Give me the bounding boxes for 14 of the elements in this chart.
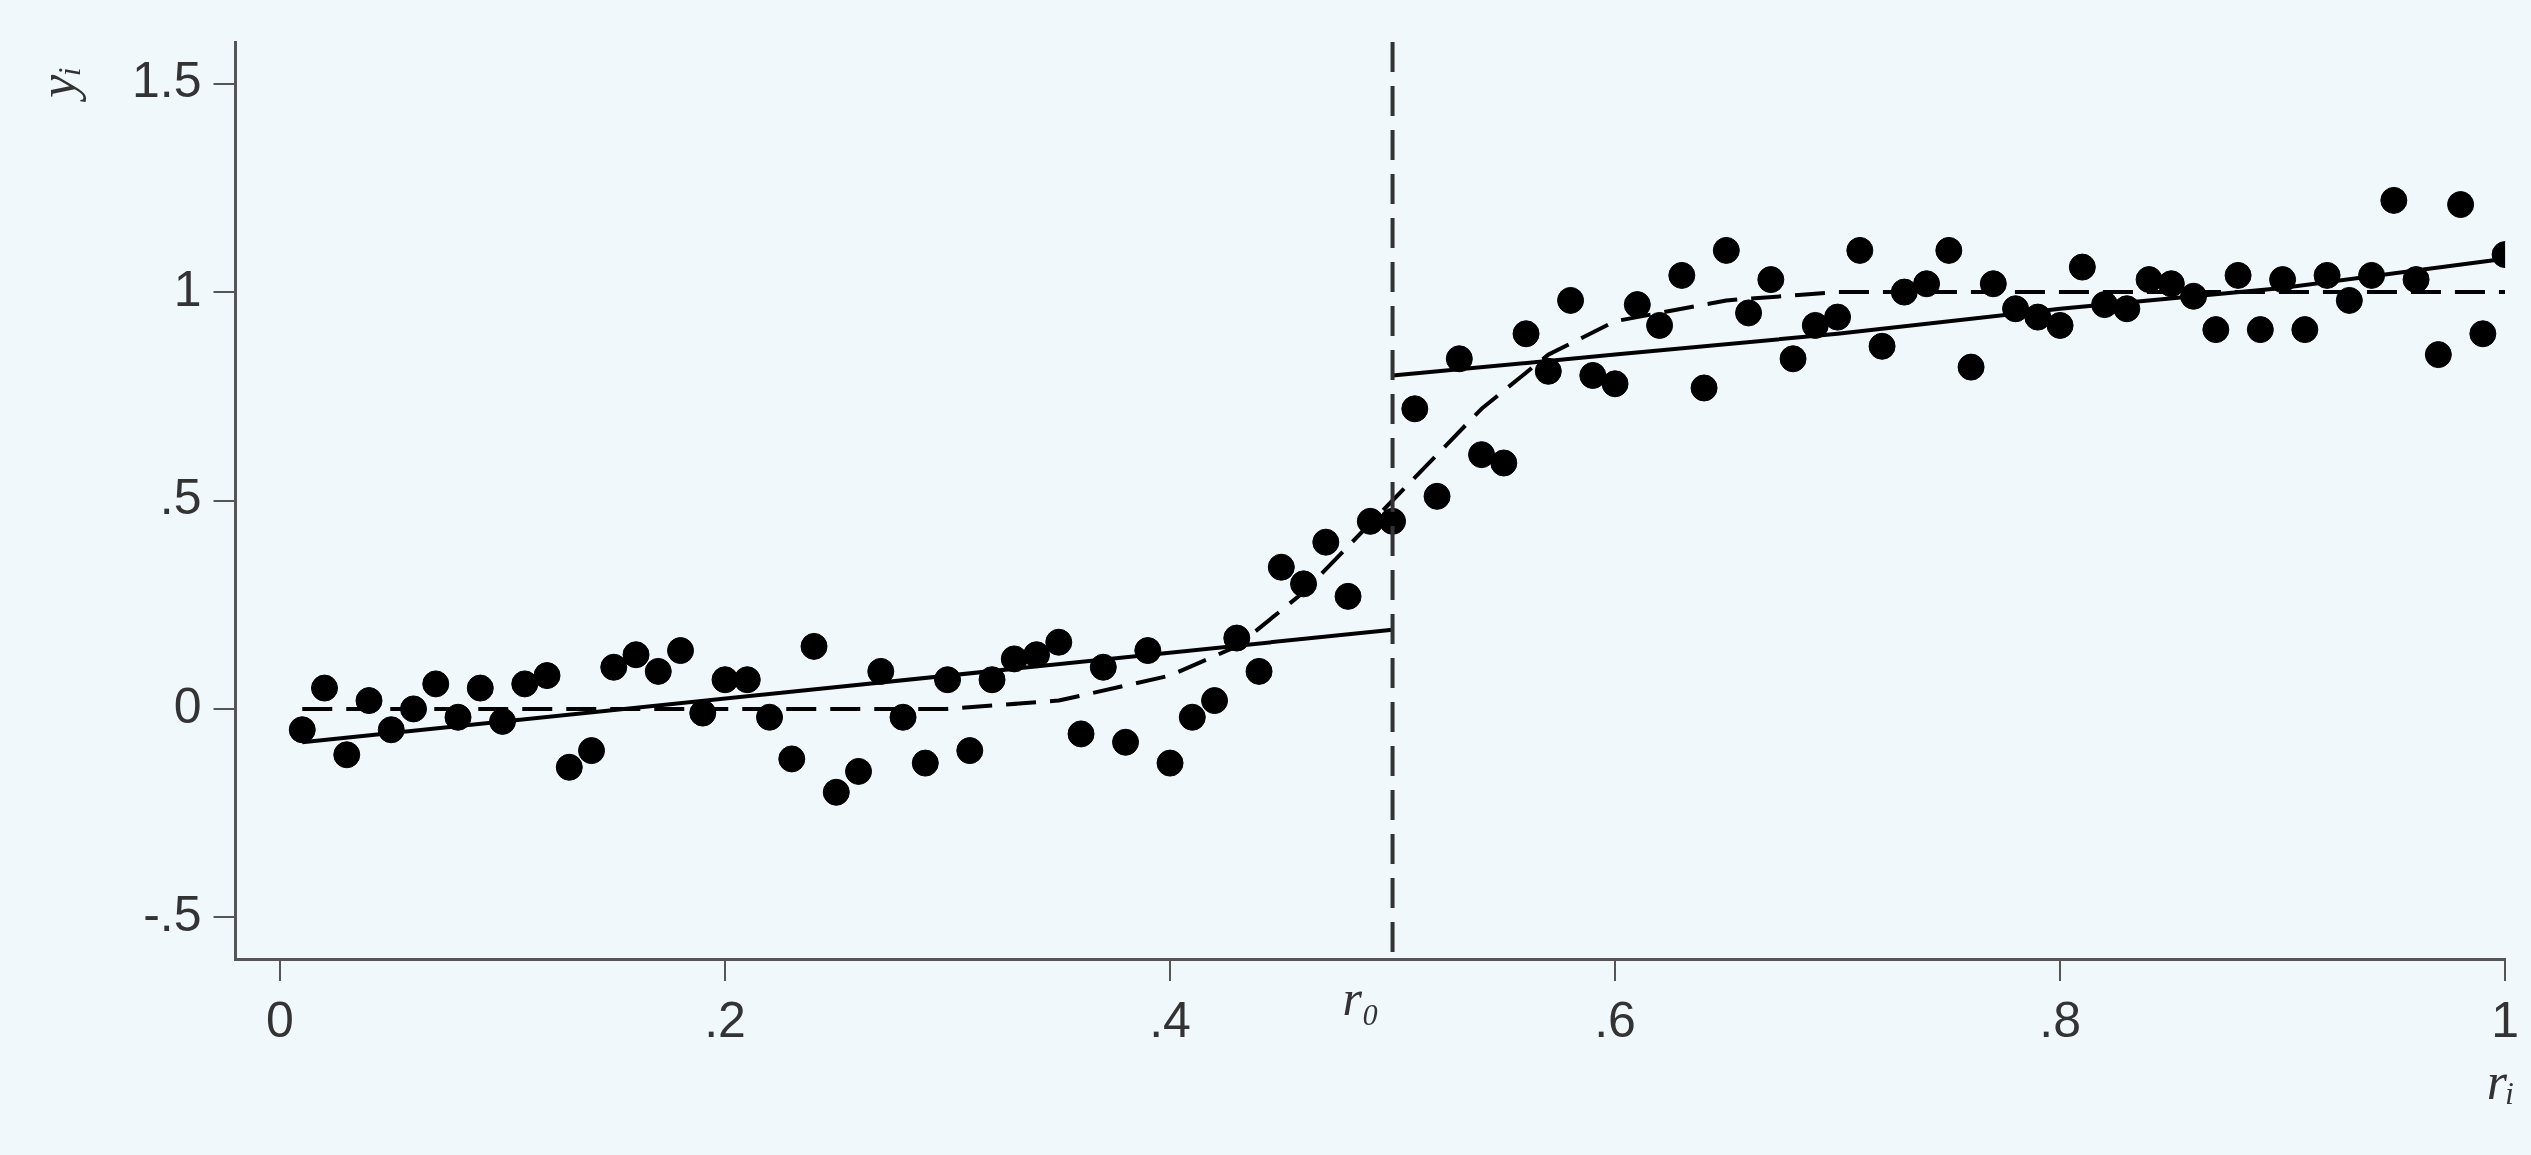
y-tick-label: 0 [173, 677, 202, 734]
y-axis-title: yᵢ [29, 66, 87, 103]
y-tick-label: 1 [173, 260, 202, 317]
y-tick-label: 1.5 [131, 52, 202, 109]
y-tick-label: .5 [159, 469, 202, 526]
ref-line-label: r₀ [1342, 970, 1380, 1027]
y-tick-label: -.5 [143, 886, 202, 943]
x-tick-label: 1 [2491, 991, 2519, 1048]
x-tick-label: .4 [1149, 991, 1191, 1048]
x-tick-label: .6 [1594, 991, 1636, 1048]
x-tick-label: 0 [266, 991, 294, 1048]
x-tick-label: .2 [704, 991, 746, 1048]
x-tick-label: .8 [2039, 991, 2081, 1048]
x-axis-title: rᵢ [2486, 1052, 2516, 1110]
